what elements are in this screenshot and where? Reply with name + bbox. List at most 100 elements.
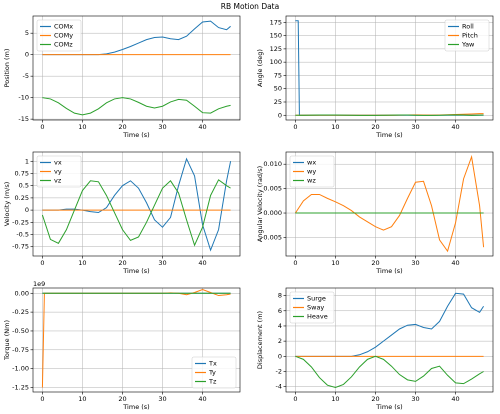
series-line: [41, 179, 231, 247]
y-tick-label: -0.50: [12, 327, 29, 335]
x-tick-label: 40: [451, 395, 459, 403]
x-axis-label: Time (s): [375, 403, 402, 411]
x-tick-label: 20: [371, 259, 379, 267]
y-axis-label: Torque (Nm): [3, 320, 11, 361]
y-tick-label: 5: [25, 29, 29, 37]
x-tick-label: 20: [118, 395, 126, 403]
x-tick-label: 30: [158, 259, 166, 267]
plot-frame: [32, 287, 241, 393]
x-tick-label: 20: [118, 259, 126, 267]
y-tick-label: -0.75: [12, 243, 29, 251]
x-tick-label: 40: [198, 259, 206, 267]
y-tick-label: 125: [270, 45, 282, 53]
y-tick-label: 0.25: [15, 194, 29, 202]
x-axis-label: Time (s): [375, 131, 402, 139]
x-axis-label: Time (s): [122, 403, 149, 411]
y-tick-label: 0: [25, 51, 29, 59]
series-line: [295, 114, 484, 116]
legend-label: vz: [54, 177, 62, 185]
y-tick-label: -2: [276, 368, 282, 376]
offset-text: 1e9: [33, 280, 45, 288]
legend-box: [191, 356, 237, 389]
y-tick-label: -15: [18, 115, 29, 123]
y-tick-label: 0.005: [263, 185, 282, 193]
x-tick-label: 0: [40, 259, 44, 267]
y-axis-label: Velocity (m/s): [3, 182, 11, 227]
plot-frame: [32, 15, 241, 121]
legend-label: COMz: [54, 41, 73, 49]
legend-label: Roll: [462, 23, 474, 31]
y-axis-label: Position (m): [3, 49, 11, 88]
x-tick-label: 30: [411, 395, 419, 403]
y-tick-label: -10: [18, 94, 29, 102]
plot-frame: [285, 15, 494, 121]
legend-label: wx: [307, 159, 316, 167]
y-tick-label: 25: [274, 98, 282, 106]
legend-label: COMx: [54, 23, 73, 31]
y-tick-label: -0.5: [16, 231, 29, 239]
y-tick-label: 0.75: [15, 169, 29, 177]
x-axis-label: Time (s): [122, 267, 149, 275]
legend-label: Tz: [208, 378, 217, 386]
y-tick-label: 75: [274, 71, 282, 79]
y-axis-label: Angle (deg): [256, 49, 264, 87]
x-tick-label: 0: [40, 395, 44, 403]
legend-label: COMy: [54, 32, 73, 40]
y-tick-label: 0.5: [19, 182, 29, 190]
legend-box: [444, 19, 490, 52]
y-tick-label: 0: [25, 206, 29, 214]
plot-frame: [32, 151, 241, 257]
series-line: [294, 154, 485, 253]
y-tick-label: 6: [278, 307, 282, 315]
x-tick-label: 10: [78, 395, 86, 403]
x-tick-label: 40: [451, 123, 459, 131]
y-axis-label: Angular Velocity (rad/s): [256, 166, 264, 242]
x-tick-label: 10: [331, 259, 339, 267]
series-line: [42, 97, 231, 116]
legend-label: wy: [307, 168, 316, 176]
legend-label: wz: [307, 177, 316, 185]
y-tick-label: 0.010: [263, 160, 282, 168]
y-tick-label: 150: [270, 32, 282, 40]
y-tick-label: -0.75: [12, 346, 29, 354]
legend-box: [36, 155, 82, 188]
y-tick-label: 4: [278, 322, 282, 330]
legend-label: Ty: [208, 369, 216, 377]
y-tick-label: -0.005: [261, 233, 282, 241]
x-tick-label: 0: [40, 123, 44, 131]
y-tick-label: 1: [25, 157, 29, 165]
legend-label: Sway: [307, 304, 324, 312]
plot-frame: [285, 151, 494, 257]
x-tick-label: 20: [371, 123, 379, 131]
x-tick-label: 30: [158, 395, 166, 403]
legend-label: Surge: [307, 295, 326, 303]
x-axis-label: Time (s): [122, 131, 149, 139]
y-tick-label: 50: [274, 85, 282, 93]
y-tick-label: 100: [270, 58, 282, 66]
x-tick-label: 0: [293, 123, 297, 131]
x-axis-label: Time (s): [375, 267, 402, 275]
legend-label: Tx: [208, 360, 217, 368]
x-tick-label: 10: [78, 259, 86, 267]
legend-box: [289, 291, 335, 324]
y-tick-label: -5: [23, 72, 29, 80]
figure-title: RB Motion Data: [221, 2, 279, 11]
y-tick-label: 0: [278, 111, 282, 119]
x-tick-label: 10: [331, 395, 339, 403]
legend-label: Yaw: [461, 41, 475, 49]
x-tick-label: 10: [78, 123, 86, 131]
x-tick-label: 30: [411, 123, 419, 131]
legend-label: Pitch: [462, 32, 478, 40]
x-tick-label: 40: [198, 395, 206, 403]
x-tick-label: 30: [158, 123, 166, 131]
legend-box: [36, 19, 82, 52]
y-tick-label: -0.25: [12, 218, 29, 226]
y-tick-label: 0.000: [263, 209, 282, 217]
legend-box: [289, 155, 335, 188]
y-tick-label: -1.25: [12, 383, 29, 391]
y-tick-label: -1.00: [12, 365, 29, 373]
x-tick-label: 0: [293, 395, 297, 403]
y-tick-label: 0.00: [15, 289, 29, 297]
y-tick-label: 0: [278, 352, 282, 360]
